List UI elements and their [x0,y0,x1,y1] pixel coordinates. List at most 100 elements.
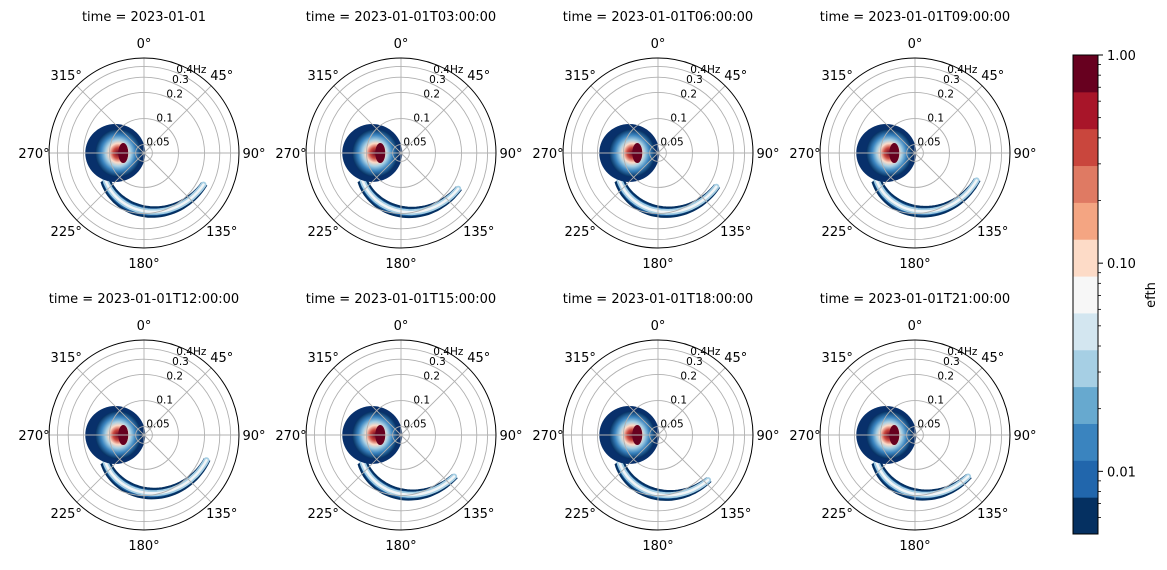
angular-gridline [590,85,659,154]
angular-tick-label: 270° [532,147,563,162]
angular-tick-label: 225° [822,507,853,522]
angular-tick-label: 225° [822,225,853,240]
radial-tick-label: 0.2 [423,370,440,382]
colorbar-segment [1073,128,1098,167]
polar-frame [562,57,754,249]
radial-tick-label: 0.1 [927,394,944,406]
angular-gridline [847,152,916,221]
angular-tick-label: 180° [128,257,159,272]
angular-gridline [76,434,145,503]
radial-tick-label: 0.4Hz [947,346,978,358]
angular-tick-label: 0° [908,319,923,334]
colorbar-segment [1073,312,1098,351]
radial-tick-label: 0.1 [670,112,687,124]
angular-tick-label: 270° [789,147,820,162]
angular-tick-label: 45° [467,69,490,84]
angular-tick-label: 270° [789,429,820,444]
panel-title: time = 2023-01-01 [82,10,206,25]
angular-tick-label: 90° [756,147,779,162]
panel-title: time = 2023-01-01T12:00:00 [49,292,239,307]
polar-panel: 0.05 0.1 0.2 0.30.4Hz 0° 45° 90° 135° 180° 225° 27… [18,10,265,272]
angular-tick-label: 135° [977,507,1008,522]
polar-panel: 0.05 0.1 0.2 0.30.4Hz 0° 45° 90° 135° 180° 225° 27… [532,10,779,272]
panels-group: 0.050.10.20.30.4Hz0°45°90°135°180°225°27… [18,10,1036,554]
angular-tick-label: 270° [18,429,49,444]
angular-gridline [590,434,659,503]
angular-tick-label: 180° [642,257,673,272]
angular-gridline [76,85,145,154]
colorbar-segment [1073,91,1098,130]
lobe-core-band [875,178,978,213]
radial-tick-label: 0.3 [429,74,446,86]
lobe-core-band [618,460,710,497]
polar-panel: 0.05 0.1 0.2 0.30.4Hz 0° 45° 90° 135° 180° 225° 27… [532,292,779,554]
panel-title: time = 2023-01-01T18:00:00 [563,292,753,307]
angular-tick-label: 225° [308,225,339,240]
radial-tick-label: 0.05 [146,136,169,148]
angular-tick-label: 135° [206,225,237,240]
radial-tick-label: 0.3 [172,356,189,368]
radial-tick-label: 0.3 [429,356,446,368]
colorbar-segment [1073,239,1098,277]
angular-tick-label: 315° [308,351,339,366]
angular-tick-label: 225° [565,225,596,240]
angular-tick-label: 180° [642,539,673,554]
angular-gridline [847,85,916,154]
angular-gridline [143,367,212,436]
angular-tick-label: 0° [137,37,152,52]
polar-frame [305,57,497,249]
lobe-core-band [361,178,460,214]
angular-tick-label: 135° [720,507,751,522]
angular-gridline [143,434,212,503]
colorbar-segment [1073,165,1098,203]
panel-title: time = 2023-01-01T21:00:00 [820,292,1010,307]
angular-tick-label: 225° [51,507,82,522]
angular-tick-label: 90° [1013,429,1036,444]
radial-tick-label: 0.05 [917,136,940,148]
polar-panel: 0.05 0.1 0.2 0.30.4Hz 0° 45° 90° 135° 180° 225° 27… [275,10,522,272]
colorbar-segment [1073,55,1098,93]
colorbar-segment [1073,202,1098,240]
angular-tick-label: 315° [308,69,339,84]
panel-title: time = 2023-01-01T03:00:00 [306,10,496,25]
angular-gridline [914,85,983,154]
radial-tick-label: 0.2 [423,88,440,100]
radial-tick-label: 0.05 [660,136,683,148]
colorbar-segment [1073,497,1098,535]
colorbar-segment [1073,276,1098,314]
angular-gridline [76,152,145,221]
angular-gridline [333,85,402,154]
angular-gridline [400,434,469,503]
angular-tick-label: 180° [899,257,930,272]
radial-tick-label: 0.4Hz [176,346,207,358]
radial-tick-label: 0.1 [670,394,687,406]
radial-tick-label: 0.4Hz [947,64,978,76]
angular-tick-label: 225° [308,507,339,522]
radial-tick-label: 0.05 [146,418,169,430]
radial-tick-label: 0.4Hz [690,64,721,76]
angular-gridline [914,152,983,221]
angular-tick-label: 135° [720,225,751,240]
angular-tick-label: 315° [51,69,82,84]
polar-panel: 0.05 0.1 0.2 0.30.4Hz 0° 45° 90° 135° 180° 225° 27… [789,10,1036,272]
polar-frame [562,339,754,531]
radial-tick-label: 0.3 [943,356,960,368]
angular-gridline [333,367,402,436]
radial-tick-label: 0.3 [686,74,703,86]
angular-gridline [400,367,469,436]
angular-gridline [847,434,916,503]
radial-tick-label: 0.4Hz [176,64,207,76]
radial-tick-label: 0.4Hz [433,346,464,358]
colorbar-label: efth [1144,282,1159,308]
angular-gridline [143,152,212,221]
radial-tick-label: 0.05 [403,136,426,148]
lobe-core-band [104,178,205,214]
polar-frame [48,57,240,249]
colorbar-tick-label: 1.00 [1107,49,1136,64]
colorbar-segment [1073,349,1098,388]
angular-gridline [657,367,726,436]
colorbar-tick-label: 0.10 [1107,257,1136,272]
polar-frame [305,339,497,531]
radial-tick-label: 0.1 [413,394,430,406]
angular-gridline [657,434,726,503]
